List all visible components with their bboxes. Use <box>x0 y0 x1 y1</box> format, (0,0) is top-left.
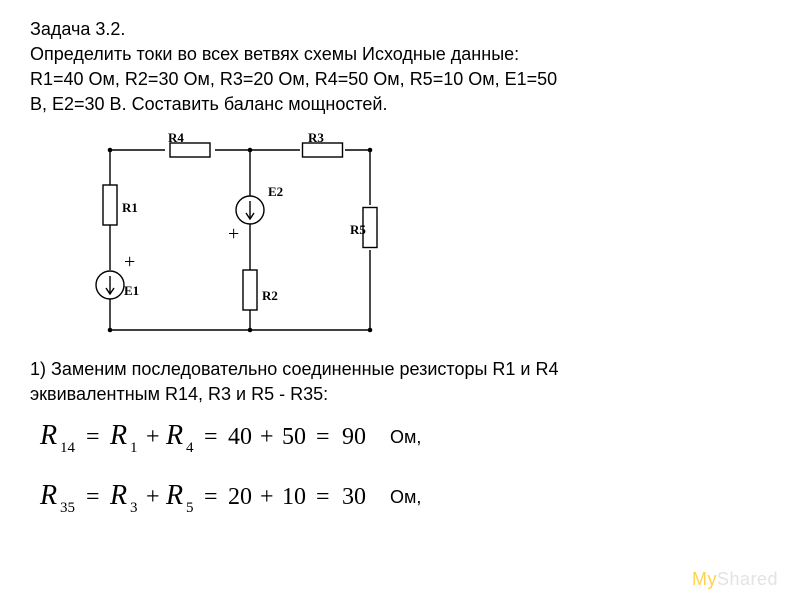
svg-text:R: R <box>39 420 57 451</box>
svg-text:R2: R2 <box>262 288 278 303</box>
svg-text:+: + <box>260 484 274 510</box>
solution-step-1: 1) Заменим последовательно соединенные р… <box>30 358 770 406</box>
problem-line3: R1=40 Ом, R2=30 Ом, R3=20 Ом, R4=50 Ом, … <box>30 68 770 91</box>
step1-line2: эквивалентным R14, R3 и R5 - R35: <box>30 383 770 406</box>
equation-r35: R35=R3+R5=20+10=30 Ом, <box>30 474 770 520</box>
svg-text:R: R <box>109 480 127 511</box>
watermark: MyShared <box>692 569 778 590</box>
svg-text:=: = <box>316 424 330 450</box>
watermark-rest: Shared <box>717 569 778 589</box>
svg-text:=: = <box>316 484 330 510</box>
problem-line4: В, E2=30 В. Составить баланс мощностей. <box>30 93 770 116</box>
svg-text:E2: E2 <box>268 184 283 199</box>
svg-text:R: R <box>39 480 57 511</box>
svg-text:R: R <box>165 420 183 451</box>
svg-text:40: 40 <box>228 424 252 450</box>
problem-title: Задача 3.2. <box>30 18 770 41</box>
watermark-prefix: My <box>692 569 717 589</box>
svg-text:5: 5 <box>186 500 194 516</box>
svg-text:14: 14 <box>60 440 76 456</box>
svg-text:R1: R1 <box>122 200 138 215</box>
svg-text:3: 3 <box>130 500 138 516</box>
svg-text:R3: R3 <box>308 130 324 145</box>
svg-text:=: = <box>204 484 218 510</box>
eq2-unit: Ом, <box>390 487 421 508</box>
eq1-unit: Ом, <box>390 427 421 448</box>
svg-text:35: 35 <box>60 500 75 516</box>
svg-text:10: 10 <box>282 484 306 510</box>
svg-text:4: 4 <box>186 440 194 456</box>
svg-text:+: + <box>146 424 160 450</box>
svg-text:+: + <box>260 424 274 450</box>
svg-text:R4: R4 <box>168 130 184 145</box>
svg-text:+: + <box>124 251 135 273</box>
svg-text:+: + <box>228 223 239 245</box>
svg-text:R5: R5 <box>350 222 366 237</box>
problem-statement: Задача 3.2. Определить токи во всех ветв… <box>30 18 770 116</box>
svg-text:30: 30 <box>342 484 366 510</box>
svg-text:=: = <box>86 424 100 450</box>
svg-text:R: R <box>165 480 183 511</box>
svg-text:+: + <box>146 484 160 510</box>
svg-text:1: 1 <box>130 440 138 456</box>
svg-text:90: 90 <box>342 424 366 450</box>
svg-text:E1: E1 <box>124 283 139 298</box>
circuit-diagram: R4 R3 R1 R2 R5 E1 E2 + + <box>90 130 770 350</box>
step1-line1: 1) Заменим последовательно соединенные р… <box>30 358 770 381</box>
svg-text:=: = <box>86 484 100 510</box>
svg-text:R: R <box>109 420 127 451</box>
svg-text:20: 20 <box>228 484 252 510</box>
problem-line2: Определить токи во всех ветвях схемы Исх… <box>30 43 770 66</box>
svg-text:=: = <box>204 424 218 450</box>
equation-r14: R14=R1+R4=40+50=90 Ом, <box>30 414 770 460</box>
svg-text:50: 50 <box>282 424 306 450</box>
